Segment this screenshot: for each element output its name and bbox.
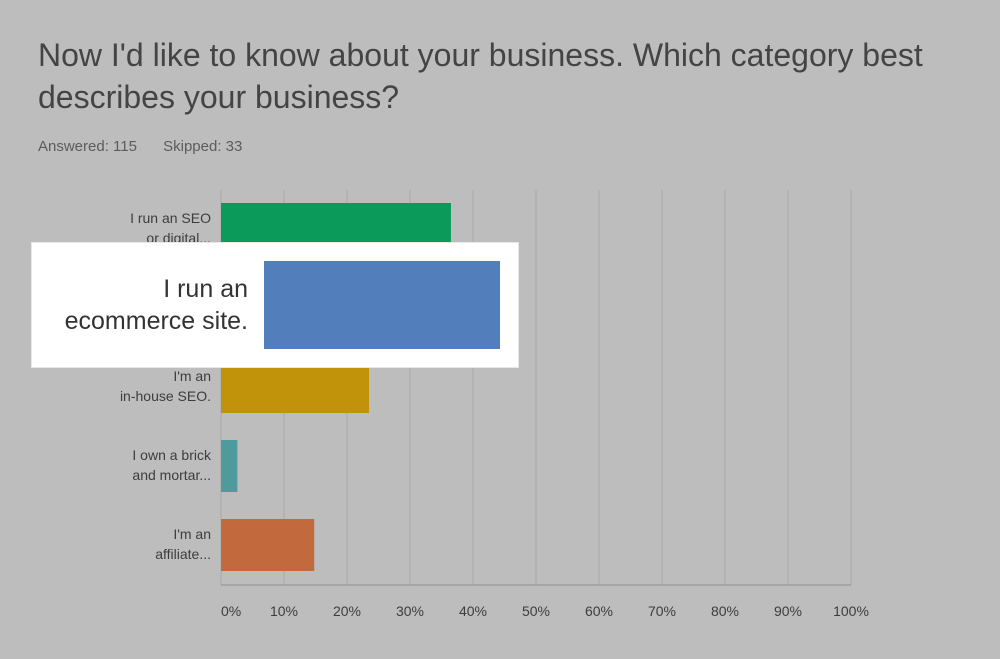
x-tick-90: 90% <box>774 603 802 619</box>
x-tick-100: 100% <box>833 603 869 619</box>
x-tick-80: 80% <box>711 603 739 619</box>
highlight-label-line-2: ecommerce site. <box>64 307 248 335</box>
question-title: Now I'd like to know about your business… <box>38 37 923 115</box>
answered-count: Answered: 115 <box>38 138 137 155</box>
x-tick-10: 10% <box>270 603 298 619</box>
highlight-callout: I run an ecommerce site. <box>31 242 519 368</box>
x-tick-60: 60% <box>585 603 613 619</box>
highlight-label-line-1: I run an <box>163 275 248 303</box>
bar-3 <box>221 440 238 492</box>
bar-4 <box>221 519 315 571</box>
x-tick-30: 30% <box>396 603 424 619</box>
highlight-bar <box>264 261 500 349</box>
response-stats: Answered: 115 Skipped: 33 <box>38 138 264 155</box>
category-label-0: I run an SEO or digital... <box>130 210 211 246</box>
x-tick-70: 70% <box>648 603 676 619</box>
x-tick-50: 50% <box>522 603 550 619</box>
x-tick-0: 0% <box>221 603 241 619</box>
category-label-3: I own a brick and mortar... <box>132 447 212 483</box>
skipped-count: Skipped: 33 <box>163 138 243 155</box>
category-label-4: I'm an affiliate... <box>155 526 211 562</box>
category-label-2: I'm an in-house SEO. <box>120 368 211 404</box>
bar-2 <box>221 361 370 413</box>
x-tick-40: 40% <box>459 603 487 619</box>
highlight-label: I run an ecommerce site. <box>65 273 248 337</box>
x-tick-20: 20% <box>333 603 361 619</box>
